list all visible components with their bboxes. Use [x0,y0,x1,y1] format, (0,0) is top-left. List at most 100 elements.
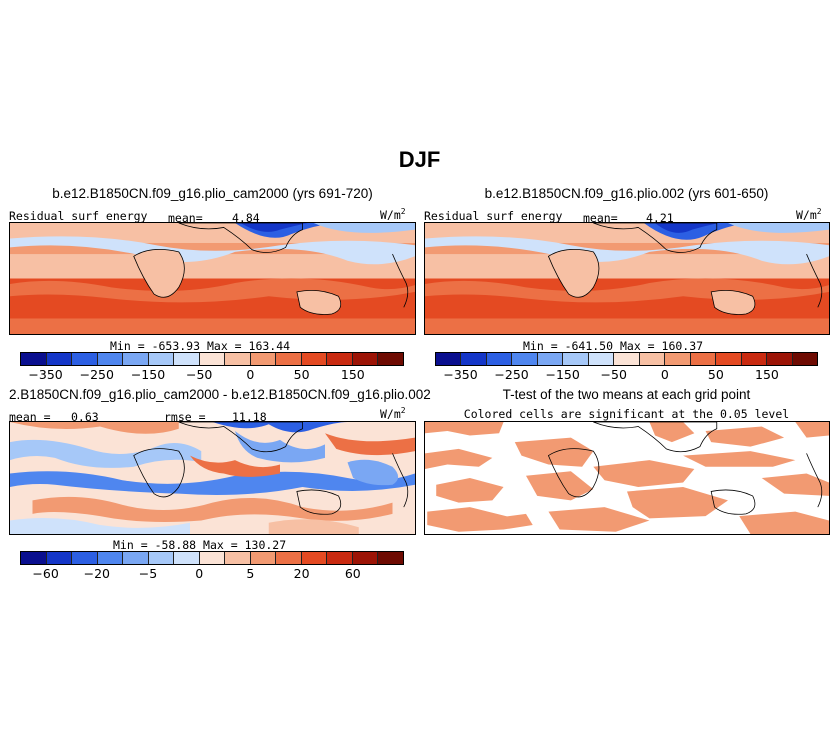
variable-label-top-left: Residual surf energy [9,209,148,223]
colorbar-swatch [225,353,251,365]
colorbar-tick-label: −150 [545,367,580,382]
colorbar-tick-label: −60 [32,566,59,581]
colorbar-swatch [199,353,226,365]
colorbar-swatch [767,353,793,365]
colorbar-swatch [352,552,379,564]
map-bottom-left [9,421,416,535]
colorbar-tick-label: 150 [340,367,365,382]
min-max-top-right: Min = -641.50 Max = 160.37 [523,339,704,353]
colorbar-swatch [741,353,768,365]
mean-value-top-right: 4.21 [646,211,674,225]
mean-value-bottom-left: 0.63 [71,410,99,424]
colorbar-swatch [72,353,98,365]
colorbar-swatch [276,552,302,564]
panel-title-bottom-left: 2.B1850CN.f09_g16.plio_cam2000 - b.e12.B… [9,387,431,402]
colorbar-swatch [225,552,251,564]
colorbar-swatch [46,353,73,365]
colorbar-ticks-top-right: −350 −250 −150 −50 0 50 150 [435,367,818,383]
colorbar-tick-label: −250 [494,367,529,382]
colorbar-tick-label: 60 [344,566,361,581]
colorbar-tick-label: −5 [138,566,158,581]
units-top-left: W/m2 [380,207,406,222]
colorbar-swatch [46,552,73,564]
colorbar-tick-label: 0 [660,367,669,382]
colorbar-tick-label: −350 [28,367,63,382]
colorbar-swatch [614,353,640,365]
colorbar-swatch [148,552,175,564]
colorbar-swatch [588,353,615,365]
colorbar-tick-label: −50 [185,367,213,382]
colorbar-tick-label: −150 [130,367,166,382]
rmse-value-bottom-left: 11.18 [232,410,267,424]
colorbar-swatch [690,353,717,365]
colorbar-tick-label: −350 [443,367,478,382]
mean-label-top-left: mean= [168,211,203,225]
units-top-right: W/m2 [796,207,822,222]
rmse-label-bottom-left: rmse = [164,410,206,424]
colorbar-ticks-top-left: −350 −250 −150 −50 0 50 150 [20,367,404,383]
panel-subtitle-bottom-right: Colored cells are significant at the 0.0… [463,407,790,421]
colorbar-swatch [199,552,226,564]
variable-label-top-right: Residual surf energy [424,209,563,223]
colorbar-swatch [512,353,538,365]
mean-value-top-left: 4.84 [232,211,260,225]
colorbar-swatch [250,552,277,564]
colorbar-bottom-left [20,551,404,565]
units-bottom-left: W/m2 [380,406,406,421]
map-top-right-svg [425,223,829,334]
colorbar-swatch [665,353,691,365]
map-bottom-right-svg [425,422,829,534]
colorbar-swatch [378,552,403,564]
colorbar-top-left [20,352,404,366]
colorbar-tick-label: 20 [293,566,310,581]
colorbar-swatch [301,552,328,564]
colorbar-tick-label: 50 [293,367,310,382]
mean-label-bottom-left: mean = [9,410,51,424]
colorbar-swatch [97,353,124,365]
panel-title-top-left: b.e12.B1850CN.f09_g16.plio_cam2000 (yrs … [52,186,373,201]
colorbar-tick-label: 50 [707,367,724,382]
colorbar-swatch [327,353,353,365]
colorbar-swatch [97,552,124,564]
colorbar-swatch [716,353,742,365]
colorbar-swatch [352,353,379,365]
colorbar-swatch [276,353,302,365]
colorbar-swatch [301,353,328,365]
colorbar-swatch [461,353,487,365]
colorbar-tick-label: 5 [246,566,255,581]
map-top-right [424,222,830,335]
colorbar-tick-label: 0 [195,566,204,581]
colorbar-swatch [537,353,564,365]
panel-title-bottom-right: T-test of the two means at each grid poi… [502,387,751,402]
colorbar-swatch [174,552,200,564]
map-bottom-left-svg [10,422,415,534]
colorbar-swatch [21,552,47,564]
colorbar-tick-label: 0 [246,367,255,382]
colorbar-swatch [563,353,589,365]
mean-label-top-right: mean= [583,211,618,225]
colorbar-ticks-bottom-left: −60 −20 −5 0 5 20 60 [20,566,404,582]
colorbar-swatch [72,552,98,564]
colorbar-tick-label: 150 [754,367,779,382]
figure-title: DJF [398,147,441,172]
colorbar-swatch [639,353,666,365]
colorbar-swatch [21,353,47,365]
colorbar-swatch [327,552,353,564]
colorbar-tick-label: −20 [83,566,110,581]
colorbar-top-right [435,352,818,366]
colorbar-swatch [792,353,818,365]
map-top-left [9,222,416,335]
colorbar-swatch [174,353,200,365]
colorbar-swatch [436,353,462,365]
min-max-top-left: Min = -653.93 Max = 163.44 [110,339,291,353]
panel-title-top-right: b.e12.B1850CN.f09_g16.plio.002 (yrs 601-… [484,186,769,201]
colorbar-swatch [486,353,513,365]
colorbar-tick-label: −250 [79,367,114,382]
colorbar-swatch [123,353,149,365]
colorbar-swatch [123,552,149,564]
colorbar-swatch [378,353,403,365]
colorbar-swatch [148,353,175,365]
colorbar-swatch [250,353,277,365]
map-top-left-svg [10,223,415,334]
min-max-bottom-left: Min = -58.88 Max = 130.27 [113,538,287,552]
